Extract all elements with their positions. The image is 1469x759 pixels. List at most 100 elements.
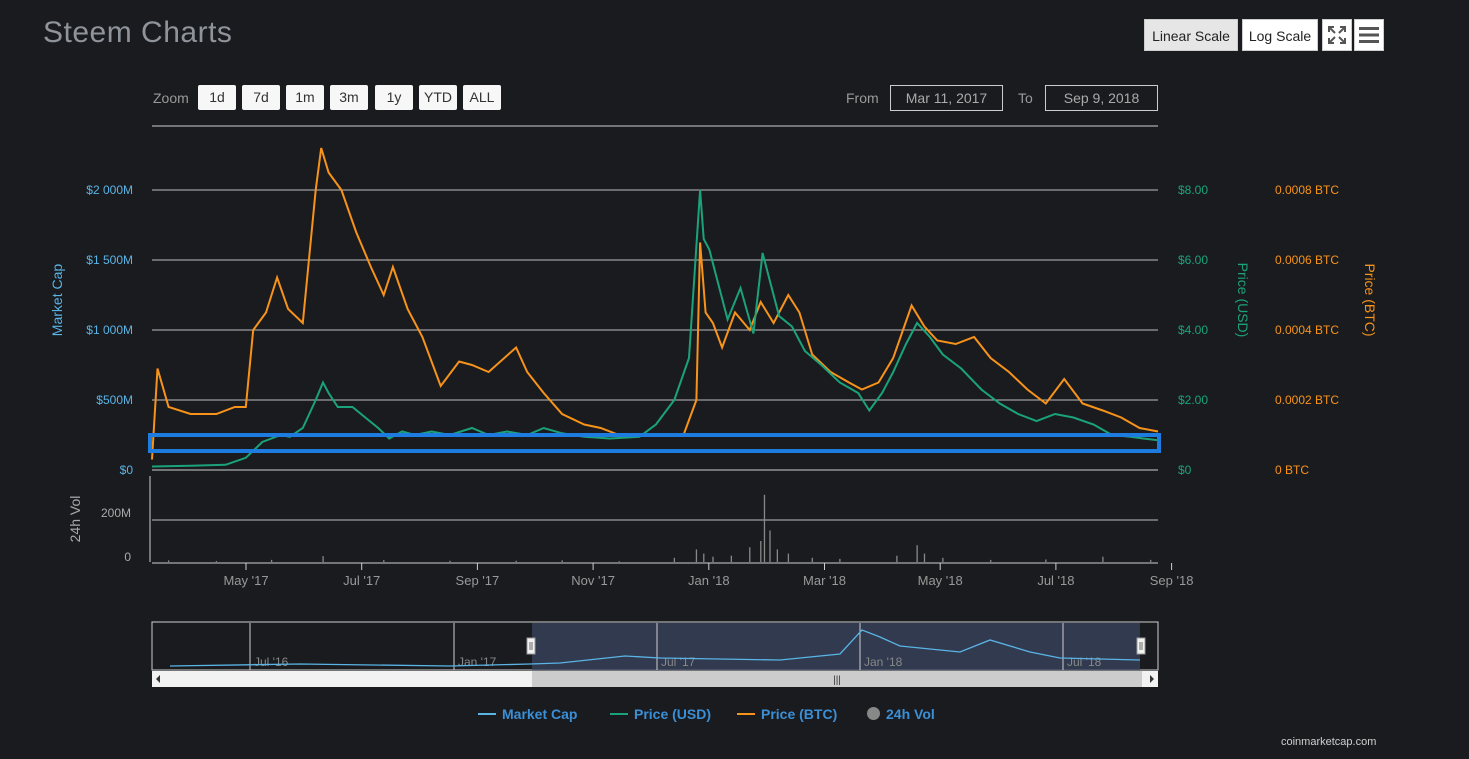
x-tick-label: Jan '18 <box>688 573 730 588</box>
log-scale-button[interactable]: Log Scale <box>1242 19 1318 51</box>
volume-bar <box>923 553 926 562</box>
zoom-7d-button[interactable]: 7d <box>242 85 280 110</box>
volume-bar <box>322 556 324 562</box>
scroll-left-icon <box>156 675 160 683</box>
x-tick-label: Sep '17 <box>456 573 500 588</box>
price-usd-tick-label: $6.00 <box>1178 253 1208 267</box>
from-label: From <box>846 90 879 106</box>
legend-item[interactable]: Price (USD) <box>610 706 711 722</box>
navigator-selection <box>532 623 1140 670</box>
x-tick-label: Jul '17 <box>343 573 380 588</box>
price-usd-axis-label: Price (USD) <box>1235 263 1251 338</box>
navigator-tick-label: Jul '17 <box>661 655 696 669</box>
market-cap-tick-label: $0 <box>120 463 134 477</box>
zoom-ytd-button[interactable]: YTD <box>419 85 457 110</box>
volume-bar <box>515 560 517 562</box>
fullscreen-button[interactable] <box>1322 19 1352 51</box>
legend-item[interactable]: Market Cap <box>478 706 577 722</box>
x-tick-label: Nov '17 <box>571 573 615 588</box>
price-btc-tick-label: 0.0008 BTC <box>1275 183 1339 197</box>
linear-scale-button[interactable]: Linear Scale <box>1144 19 1238 51</box>
volume-bar <box>730 555 733 562</box>
price-btc-tick-label: 0.0002 BTC <box>1275 393 1339 407</box>
legend-dot-icon <box>867 707 880 721</box>
price-btc-tick-label: 0 BTC <box>1275 463 1309 477</box>
scroll-right-icon <box>1150 675 1154 683</box>
x-tick-label: Mar '18 <box>803 573 846 588</box>
volume-bar <box>561 560 563 562</box>
zoom-1y-button[interactable]: 1y <box>375 85 413 110</box>
volume-bar <box>942 557 944 562</box>
fullscreen-icon <box>1328 26 1346 44</box>
legend-label: Market Cap <box>502 706 578 722</box>
volume-bar <box>839 558 841 562</box>
zoom-label: Zoom <box>153 90 189 106</box>
to-date-input[interactable]: Sep 9, 2018 <box>1045 85 1158 111</box>
volume-bar <box>449 560 451 562</box>
volume-bar <box>712 556 714 562</box>
price-usd-line <box>151 189 1159 468</box>
market-cap-tick-label: $2 000M <box>86 183 133 197</box>
price-usd-tick-label: $2.00 <box>1178 393 1208 407</box>
volume-bar <box>990 559 992 562</box>
legend-line-icon <box>610 712 628 715</box>
price-usd-tick-label: $0 <box>1178 463 1192 477</box>
zoom-1m-button[interactable]: 1m <box>286 85 324 110</box>
navigator-tick-label: Jul '16 <box>254 655 289 669</box>
x-tick-label: Sep '18 <box>1150 573 1194 588</box>
credit-link[interactable]: coinmarketcap.com <box>1281 736 1377 748</box>
navigator-line <box>169 629 1141 667</box>
legend-label: Price (USD) <box>634 706 712 722</box>
market-cap-tick-label: $1 000M <box>86 323 133 337</box>
volume-bar <box>215 560 218 562</box>
volume-bar <box>896 555 898 562</box>
navigator-tick-label: Jan '17 <box>458 655 497 669</box>
menu-button[interactable] <box>1354 19 1384 51</box>
zoom-all-button[interactable]: ALL <box>463 85 501 110</box>
price-btc-tick-label: 0.0004 BTC <box>1275 323 1339 337</box>
volume-bar <box>270 559 273 562</box>
market-cap-tick-label: $500M <box>96 393 133 407</box>
legend-line-icon <box>737 712 755 715</box>
legend-item[interactable]: Price (BTC) <box>737 706 837 722</box>
volume-bar <box>1102 556 1104 562</box>
volume-bar <box>811 557 813 562</box>
from-date-input[interactable]: Mar 11, 2017 <box>890 85 1003 111</box>
x-tick-label: Jul '18 <box>1037 573 1074 588</box>
legend-item[interactable]: 24h Vol <box>867 706 935 722</box>
zoom-3m-button[interactable]: 3m <box>330 85 368 110</box>
volume-bar <box>1045 559 1047 562</box>
x-tick-label: May '18 <box>918 573 963 588</box>
market-cap-axis-label: Market Cap <box>49 264 65 337</box>
volume-bar <box>673 557 676 562</box>
volume-tick-label: 0 <box>124 550 131 564</box>
price-btc-tick-label: 0.0006 BTC <box>1275 253 1339 267</box>
volume-bar <box>1150 559 1152 562</box>
volume-bar <box>383 560 385 562</box>
page-title: Steem Charts <box>43 16 233 49</box>
scrollbar-thumb <box>532 671 1142 687</box>
volume-bar <box>763 494 766 562</box>
volume-bar <box>749 547 751 562</box>
to-label: To <box>1018 90 1033 106</box>
navigator-tick-label: Jan '18 <box>864 655 903 669</box>
volume-bar <box>618 561 620 562</box>
navigator-handle <box>526 637 536 655</box>
price-btc-line <box>151 147 1159 460</box>
volume-bar <box>776 549 779 562</box>
market-cap-tick-label: $1 500M <box>86 253 133 267</box>
volume-tick-label: 200M <box>101 506 131 520</box>
volume-bar <box>760 541 762 562</box>
volume-bar <box>695 549 698 562</box>
price-chart[interactable]: $0 $500M $1 000M $1 500M $2 000M Market Cap $0… <box>0 0 1469 700</box>
x-tick-label: May '17 <box>223 573 268 588</box>
volume-bar <box>769 530 771 562</box>
zoom-1d-button[interactable]: 1d <box>198 85 236 110</box>
volume-bar <box>916 545 918 562</box>
legend-label: Price (BTC) <box>761 706 838 722</box>
price-btc-axis-label: Price (BTC) <box>1362 263 1378 336</box>
price-usd-tick-label: $8.00 <box>1178 183 1208 197</box>
highlight-box <box>148 433 1161 453</box>
volume-bar <box>703 553 705 562</box>
volume-bar <box>787 553 790 562</box>
